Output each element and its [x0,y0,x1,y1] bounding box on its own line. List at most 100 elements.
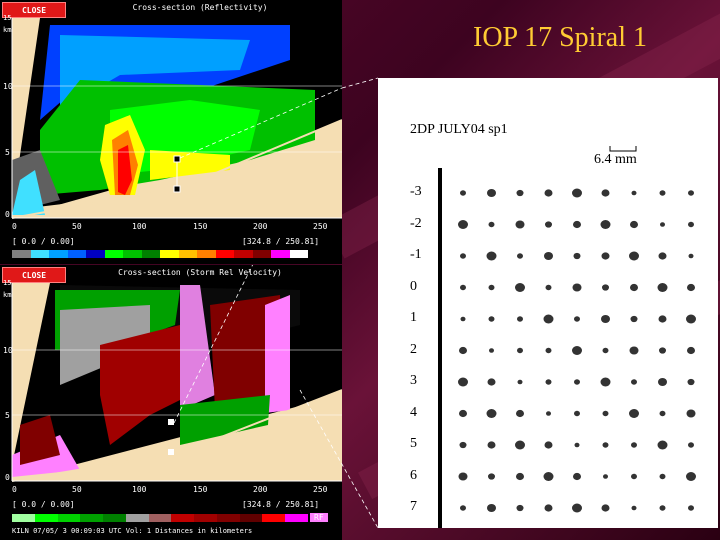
below-beam [12,390,342,481]
colorbar-swatch [80,514,104,522]
row-label: -3 [410,184,422,199]
particle-image [544,441,553,449]
row-label: 2 [410,341,417,357]
x-tick: 100 [132,222,147,231]
particle-image [460,505,466,511]
particle-image [630,283,638,292]
marker [168,449,174,455]
row-label: 3 [410,373,417,388]
particle-image [572,503,582,513]
colorbar-swatch [148,514,172,522]
particle-image [545,221,552,228]
status-line: KILN 07/05/ 3 00:09:03 UTC Vol: 1 Distan… [12,527,253,535]
colorbar-swatch [215,250,234,258]
colorbar-swatch [239,514,263,522]
colorbar-swatch [194,514,217,522]
x-tick: 200 [253,485,268,494]
echo-maroon-2 [20,415,60,465]
particle-image [487,188,496,198]
particle-image [489,348,494,353]
particle-image [657,440,668,450]
close-button[interactable]: CLOSE [2,2,66,18]
colorbar-swatch [103,514,126,522]
particle-image [602,442,609,448]
slide-title: IOP 17 Spiral 1 [473,22,647,53]
scale-bar [609,146,637,152]
echo-cyan [12,170,45,215]
particle-image [515,440,525,450]
colorbar-swatch [104,250,123,258]
particle-image [659,190,666,196]
particle-image [487,503,496,513]
particle-image [659,505,666,511]
colorbar-swatch [12,514,35,522]
y-tick: 15 [3,279,12,287]
particle-image [546,411,551,416]
colorbar-swatch [30,250,49,258]
particle-image [657,283,668,292]
y-tick: 5 [5,411,10,420]
particle-image [601,252,610,260]
particle-image [687,346,695,355]
rf-label: RF [310,513,328,522]
particle-image [517,253,523,259]
particle-grid [458,188,696,513]
particle-image [629,409,639,418]
particle-image [488,473,495,480]
particle-image [573,472,581,481]
x-tick: 150 [193,485,208,494]
particle-image [545,379,552,385]
x-tick: 150 [193,222,208,231]
y-tick: 10 [3,346,13,355]
colorbar-swatch [12,250,31,258]
colorbar-swatch [125,514,149,522]
particle-image [600,220,611,229]
x-tick: 200 [253,222,268,231]
particle-image [659,410,666,417]
particle-image [601,314,610,324]
particle-image [629,251,639,261]
marker [168,419,174,425]
particle-image [544,189,553,197]
x-tick: 0 [12,222,17,231]
particle-image [545,347,552,354]
colorbar-swatch [234,250,253,258]
particle-image [516,472,524,481]
particle-image [601,504,610,512]
particle-image [659,473,666,480]
colorbar-swatch [49,250,68,258]
particle-image [574,316,580,322]
colorbar-swatch [57,514,81,522]
colorbar-swatch [67,250,86,258]
colorbar-swatch [216,514,240,522]
particle-image [544,504,553,512]
colorbar-swatch [34,514,58,522]
velocity-colorbar [12,514,308,522]
particle-image [488,221,495,228]
colorbar-swatch [86,250,105,258]
row-label: 7 [410,499,417,514]
particle-image [601,189,610,197]
echo-pink [180,285,215,410]
colorbar-swatch [178,250,197,258]
reflectivity-panel: CLOSE Cross-section (Reflectivity) [0,0,342,264]
y-tick: 15 [3,14,12,22]
particle-image [574,410,580,417]
colorbar-swatch [141,250,160,258]
particle-image [631,473,637,480]
particle-image [631,505,637,511]
y-tick: 10 [3,82,13,91]
particle-image [486,251,497,261]
particle-image [686,409,696,418]
particle-image [660,222,665,227]
x-tick: 50 [72,222,82,231]
close-button[interactable]: CLOSE [2,267,66,283]
x-tick: 250 [313,222,328,231]
colorbar-swatch [252,250,271,258]
particle-image [516,504,524,512]
particle-image [573,252,581,260]
row-label: -2 [410,215,422,231]
particle-image [487,378,496,386]
reflectivity-plot [11,18,342,219]
particle-image [460,316,466,322]
